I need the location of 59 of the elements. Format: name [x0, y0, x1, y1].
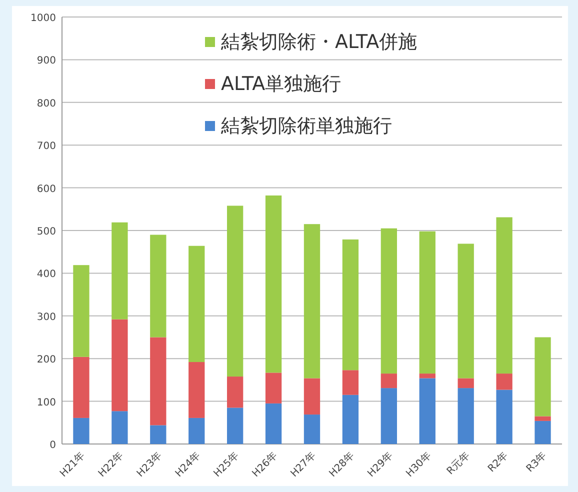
- bar: [534, 420, 551, 444]
- x-tick-label: H30年: [404, 450, 434, 480]
- y-tick-label: 900: [36, 56, 56, 67]
- bar: [419, 378, 436, 444]
- y-tick-label: 600: [36, 184, 56, 195]
- bar: [73, 418, 90, 444]
- x-tick-label: H22年: [96, 450, 126, 480]
- bar: [265, 372, 282, 404]
- bar: [188, 418, 205, 444]
- bar: [112, 411, 128, 444]
- y-tick-label: 500: [36, 226, 56, 238]
- y-tick-label: 100: [36, 397, 56, 408]
- bar: [112, 319, 128, 412]
- y-tick-label: 1000: [30, 13, 56, 24]
- bar: [380, 374, 397, 388]
- bar: [380, 388, 397, 444]
- bar: [188, 246, 205, 362]
- bar: [496, 217, 512, 374]
- bar: [458, 388, 474, 444]
- bar: [73, 356, 90, 418]
- bar: [265, 195, 282, 373]
- bar: [188, 362, 205, 418]
- bar: [342, 239, 359, 370]
- bar: [534, 337, 551, 416]
- x-tick-label: H29年: [365, 450, 396, 480]
- y-tick-label: 300: [36, 312, 56, 323]
- bar: [227, 376, 244, 408]
- bar: [150, 234, 166, 338]
- y-tick-label: 0: [50, 440, 56, 451]
- bar: [342, 370, 359, 395]
- bar: [304, 414, 320, 444]
- x-tick-label: R3年: [524, 450, 549, 475]
- bar: [150, 337, 166, 426]
- bar: [342, 394, 359, 444]
- x-tick-label: R元年: [444, 450, 472, 478]
- legend-label: ALTA単独施行: [221, 73, 342, 95]
- bar: [150, 425, 166, 444]
- bar: [419, 231, 436, 374]
- legend-label: 結紮切除術・ALTA併施: [220, 31, 418, 53]
- bar: [112, 222, 128, 320]
- bar: [227, 206, 244, 377]
- y-tick-label: 400: [36, 269, 56, 280]
- bar: [458, 244, 474, 378]
- x-tick-label: R2年: [485, 450, 510, 475]
- bar: [534, 416, 551, 421]
- y-tick-label: 700: [36, 141, 56, 152]
- bar: [73, 265, 90, 357]
- bar: [265, 403, 282, 444]
- bar: [304, 224, 320, 378]
- bar: [380, 228, 397, 374]
- bar: [419, 374, 436, 378]
- y-tick-label: 200: [36, 354, 56, 366]
- bar: [496, 390, 512, 444]
- bar: [227, 408, 244, 444]
- legend-label: 結紮切除術単独施行: [220, 115, 392, 137]
- bar: [496, 374, 512, 390]
- y-tick-label: 800: [36, 98, 56, 110]
- bar: [304, 378, 320, 415]
- bar: [458, 378, 474, 388]
